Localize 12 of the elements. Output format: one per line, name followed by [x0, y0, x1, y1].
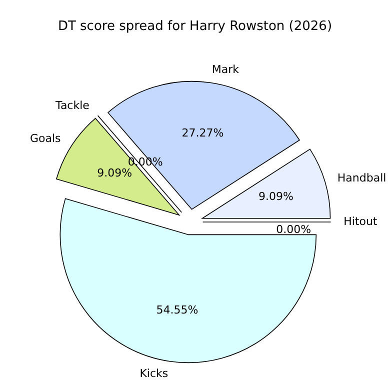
chart-title: DT score spread for Harry Rowston (2026)	[58, 19, 332, 34]
slice-label: Kicks	[140, 367, 168, 380]
data-label: 9.09%	[97, 166, 132, 180]
slice-label: Handball	[337, 172, 386, 185]
data-label: 9.09%	[258, 190, 294, 203]
slice-label: Goals	[30, 132, 62, 145]
text: 0.00%	[276, 223, 312, 236]
category-label: Hitout	[344, 215, 378, 228]
data-label: 27.27%	[182, 126, 224, 140]
slice-label: Mark	[212, 62, 240, 76]
data-label: 54.55%	[156, 304, 198, 317]
category-label: Tackle	[56, 98, 90, 112]
